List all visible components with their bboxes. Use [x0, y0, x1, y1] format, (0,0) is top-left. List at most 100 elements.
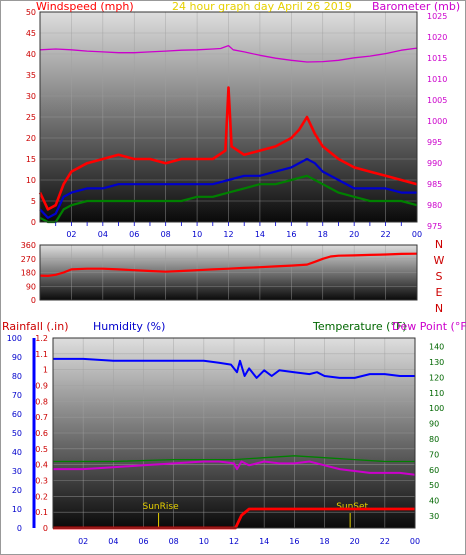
wind-tick-label: 10 — [26, 176, 36, 185]
temperature-tick-label: 40 — [429, 497, 439, 506]
temperature-tick-label: 30 — [429, 512, 439, 521]
climate-x-tick-label: 00 — [410, 537, 420, 546]
barometer-tick-label: 1025 — [427, 12, 447, 21]
compass-label: S — [436, 270, 443, 283]
wind-x-tick-label: 12 — [223, 230, 233, 239]
wind-average-line — [39, 157, 417, 219]
wind-tick-label: 50 — [26, 8, 36, 17]
wind-x-tick-label: 18 — [318, 230, 328, 239]
rain-y-ticks: 0 0.1 0.2 0.3 0.4 0.5 0.6 0.7 0.8 0.9 1 1.1 1.2 — [35, 334, 48, 533]
wind-tick-label: 20 — [26, 134, 36, 143]
climate-x-tick-label: 22 — [380, 537, 390, 546]
graph-title: 24 hour graph day April 26 2019 — [172, 0, 352, 13]
wind-tick-label: 0 — [31, 218, 36, 227]
rain-tick-label: 0.7 — [35, 413, 48, 422]
wind-y-ticks: 0 5 10 15 20 25 30 35 40 45 50 — [26, 8, 36, 227]
climate-x-tick-label: 14 — [259, 537, 269, 546]
compass-label: N — [435, 302, 443, 315]
humidity-axis-label: Humidity (%) — [93, 320, 165, 333]
barometer-tick-label: 1000 — [427, 117, 447, 126]
barometer-tick-label: 1010 — [427, 75, 447, 84]
rain-tick-label: 0.2 — [35, 492, 48, 501]
wind-tick-label: 40 — [26, 50, 36, 59]
barometer-axis-label: Barometer (mb) — [372, 0, 460, 13]
humidity-tick-label: 70 — [12, 391, 22, 400]
climate-plot-frame — [52, 337, 416, 529]
wind-x-tick-label: 00 — [412, 230, 422, 239]
humidity-tick-label: 60 — [12, 410, 22, 419]
temperature-axis-label: Temperature (°F) — [312, 320, 407, 333]
climate-x-tick-label: 16 — [289, 537, 299, 546]
sun-marker-label: SunSet — [336, 502, 368, 512]
barometer-tick-label: 995 — [427, 138, 442, 147]
climate-x-tick-label: 08 — [169, 537, 179, 546]
climate-series — [53, 357, 416, 530]
temperature-tick-label: 50 — [429, 481, 439, 490]
wind-x-tick-label: 20 — [349, 230, 359, 239]
humidity-tick-label: 40 — [12, 448, 22, 457]
climate-x-tick-label: 06 — [138, 537, 148, 546]
rain-tick-label: 0.9 — [35, 382, 48, 391]
dewpoint-line — [53, 460, 416, 476]
climate-x-tick-label: 04 — [108, 537, 118, 546]
compass-label: E — [436, 286, 443, 299]
wind-series — [38, 44, 418, 224]
barometer-tick-label: 975 — [427, 222, 442, 231]
direction-tick-label: 90 — [26, 282, 36, 291]
direction-tick-label: 0 — [31, 296, 36, 305]
wind-x-tick-label: 14 — [255, 230, 265, 239]
wind-tick-label: 35 — [26, 71, 36, 80]
direction-tick-label: 360 — [21, 241, 36, 250]
wind-tick-label: 15 — [26, 155, 36, 164]
barometer-tick-label: 1005 — [427, 96, 447, 105]
compass-label: N — [435, 238, 443, 251]
temperature-tick-label: 110 — [429, 389, 444, 398]
temperature-tick-label: 120 — [429, 373, 444, 382]
wind-tick-label: 30 — [26, 92, 36, 101]
temperature-line — [53, 455, 415, 463]
wind-axis-label: Windspeed (mph) — [36, 0, 134, 13]
direction-tick-label: 270 — [21, 255, 36, 264]
wind-x-tick-label: 02 — [66, 230, 76, 239]
climate-x-tick-label: 18 — [319, 537, 329, 546]
wind-minimum-line — [39, 174, 418, 224]
dewpoint-axis-label: Dew Point (°F) — [392, 320, 466, 333]
wind-gust-line — [38, 86, 418, 211]
barometer-tick-label: 980 — [427, 201, 442, 210]
wind-x-tick-label: 04 — [98, 230, 108, 239]
direction-tick-label: 180 — [21, 269, 36, 278]
rain-tick-label: 1.2 — [35, 334, 48, 343]
wind-x-ticks: 02 04 06 08 10 12 14 16 18 20 22 00 — [55, 222, 422, 239]
temperature-tick-label: 80 — [429, 435, 439, 444]
rain-tick-label: 1.1 — [35, 350, 48, 359]
climate-panel: SunRise SunSet Rainfall (.in) Humidity (%… — [2, 320, 466, 546]
barometer-tick-label: 985 — [427, 180, 442, 189]
humidity-tick-label: 10 — [12, 505, 22, 514]
barometer-tick-label: 1020 — [427, 33, 447, 42]
compass-label: W — [434, 254, 445, 267]
rain-tick-label: 0.3 — [35, 477, 48, 486]
humidity-tick-label: 100 — [7, 334, 22, 343]
wind-x-tick-label: 10 — [192, 230, 202, 239]
wind-tick-label: 45 — [26, 29, 36, 38]
humidity-tick-label: 80 — [12, 372, 22, 381]
temperature-tick-label: 100 — [429, 404, 444, 413]
rain-tick-label: 0.1 — [35, 508, 48, 517]
humidity-tick-label: 50 — [12, 429, 22, 438]
wind-x-tick-label: 22 — [380, 230, 390, 239]
barometer-y-ticks: 975 980 985 990 995 1000 1005 1010 1015 1020 1025 — [427, 12, 447, 231]
direction-series — [39, 252, 418, 277]
direction-plot-frame — [39, 244, 418, 301]
sun-markers: SunRise SunSet — [143, 502, 369, 528]
climate-x-tick-label: 10 — [199, 537, 209, 546]
rain-tick-label: 0.8 — [35, 397, 48, 406]
temperature-tick-label: 140 — [429, 343, 444, 352]
direction-y-ticks: 0 90 180 270 360 — [21, 241, 36, 305]
rainfall-axis-label: Rainfall (.in) — [2, 320, 69, 333]
climate-x-tick-label: 02 — [78, 537, 88, 546]
climate-x-tick-label: 12 — [229, 537, 239, 546]
temperature-tick-label: 130 — [429, 358, 444, 367]
humidity-tick-label: 90 — [12, 353, 22, 362]
